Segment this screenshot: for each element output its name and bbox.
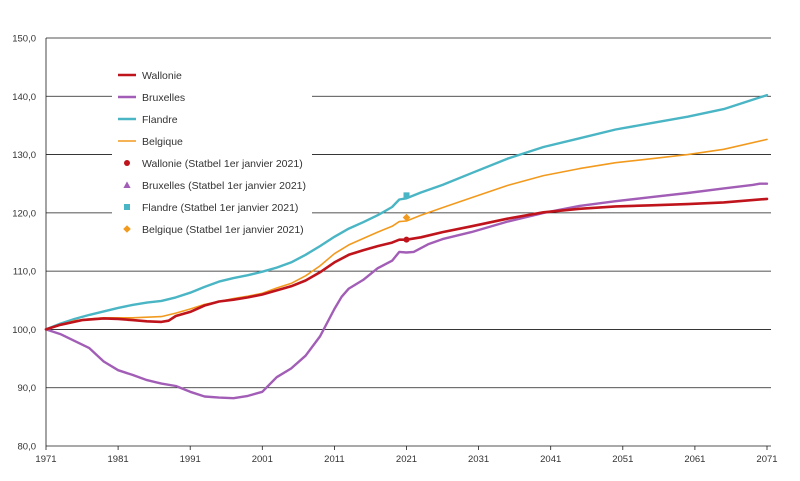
y-tick-label: 90,0 — [18, 383, 37, 394]
x-tick-label: 2011 — [324, 454, 344, 465]
legend-background — [112, 62, 312, 242]
x-tick-label: 2061 — [684, 454, 705, 465]
series-lines — [44, 93, 769, 400]
legend-label: Belgique — [142, 136, 183, 148]
axes: 150,0140,0130,0120,0110,0100,090,080,019… — [12, 34, 777, 466]
legend-label: Bruxelles (Statbel 1er janvier 2021) — [142, 180, 306, 192]
legend-label: Flandre (Statbel 1er janvier 2021) — [142, 202, 298, 214]
legend-swatch-triangle — [123, 181, 131, 188]
series-line-flandre — [44, 93, 769, 331]
x-tick-label: 2031 — [468, 454, 489, 465]
y-tick-label: 120,0 — [12, 208, 36, 219]
y-tick-label: 100,0 — [12, 325, 36, 336]
statbel-point-diamond — [402, 213, 411, 222]
statbel-point-circle — [403, 236, 410, 243]
legend-swatch-circle — [124, 160, 130, 166]
series-line-bruxelles — [44, 182, 769, 400]
legend-label: Wallonie — [142, 70, 182, 82]
x-tick-label: 2071 — [756, 454, 777, 465]
x-tick-label: 2001 — [252, 454, 273, 465]
x-tick-label: 2041 — [540, 454, 561, 465]
x-tick-label: 2021 — [396, 454, 417, 465]
series-line-belgique — [45, 138, 768, 331]
legend-label: Wallonie (Statbel 1er janvier 2021) — [142, 158, 303, 170]
y-tick-label: 110,0 — [13, 267, 36, 278]
legend-label: Bruxelles — [142, 92, 185, 104]
x-tick-label: 2051 — [612, 454, 633, 465]
x-tick-label: 1971 — [35, 454, 56, 465]
legend-label: Flandre — [142, 114, 178, 126]
y-tick-label: 80,0 — [18, 442, 37, 453]
y-tick-label: 140,0 — [12, 92, 36, 103]
x-tick-label: 1991 — [180, 454, 201, 465]
legend-label: Belgique (Statbel 1er janvier 2021) — [142, 224, 304, 236]
x-tick-label: 1981 — [108, 454, 129, 465]
y-tick-label: 150,0 — [12, 34, 36, 45]
legend: Wallonie Bruxelles Flandre Belgique Wallonie… — [112, 62, 312, 242]
legend-swatch-square — [124, 204, 130, 210]
y-tick-label: 130,0 — [12, 150, 36, 161]
series-line-wallonie — [44, 197, 769, 331]
legend-swatch-diamond — [123, 225, 131, 233]
statbel-markers — [402, 192, 411, 243]
statbel-point-square — [403, 192, 410, 199]
